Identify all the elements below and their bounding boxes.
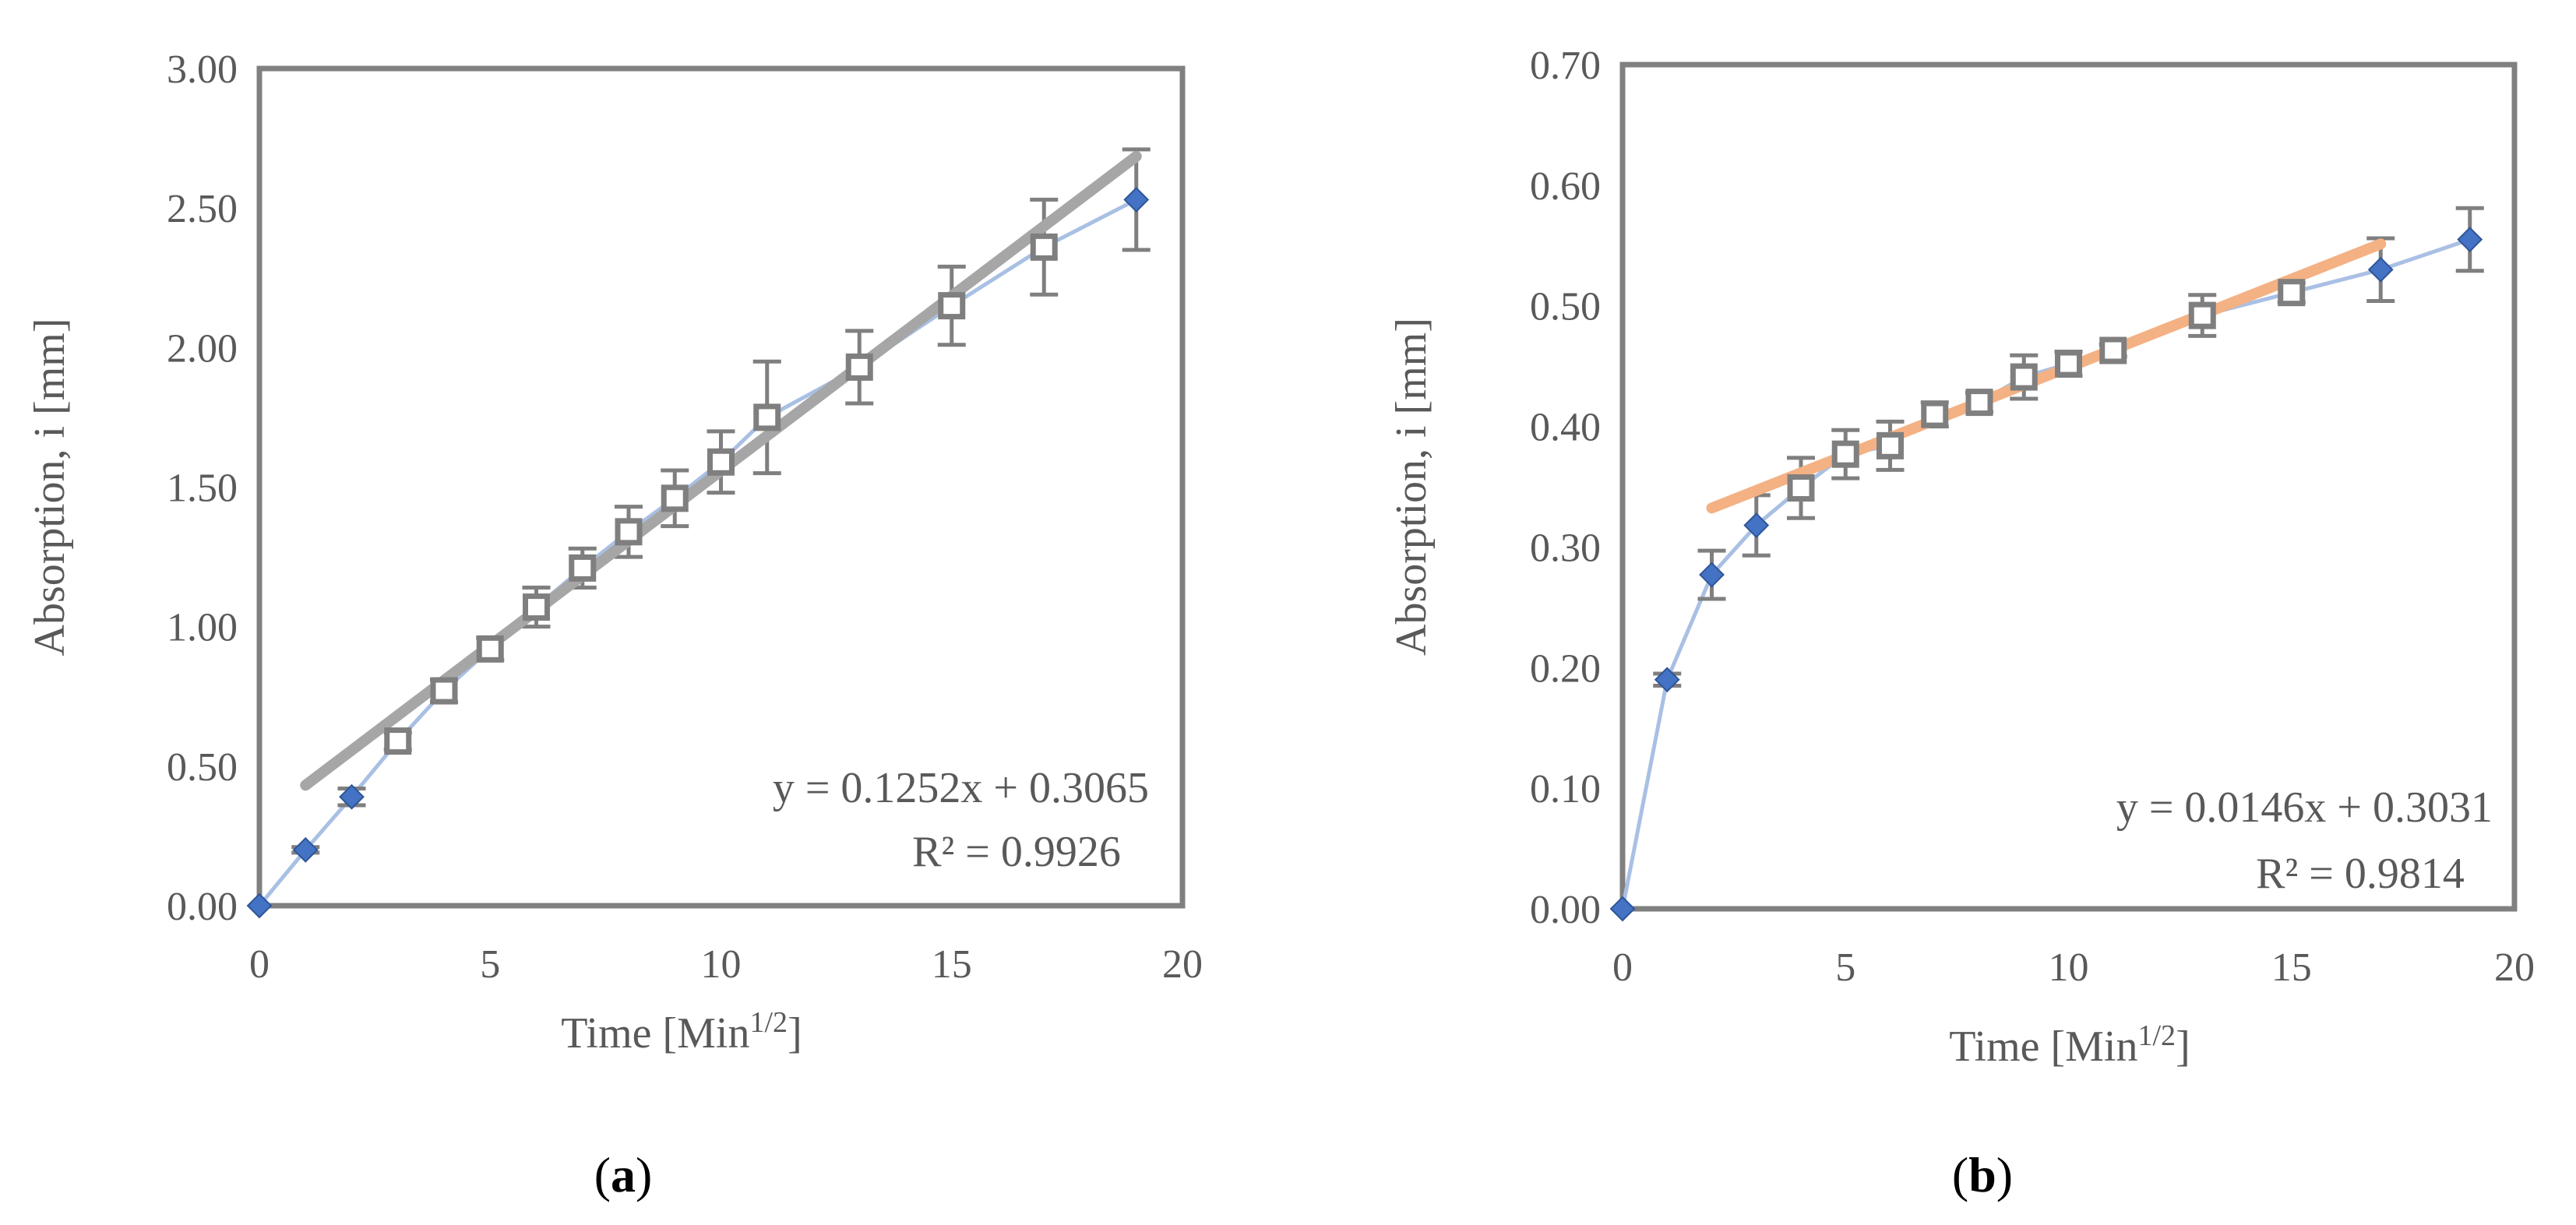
chart-b-trendline: [1706, 238, 2387, 514]
chart-a-data-point: [523, 593, 550, 621]
chart-b-y-tick-label: 0.40: [1530, 406, 1601, 450]
panel-label-a: (a): [594, 1147, 653, 1202]
chart-b-x-tick-label: 15: [2271, 945, 2312, 990]
chart-a-data-point: [938, 292, 966, 320]
chart-b-data-point: [2099, 336, 2127, 364]
chart-b-r-squared: R² = 0.9814: [2256, 850, 2465, 898]
chart-b-data-point: [1743, 512, 1770, 538]
chart-b-data-point: [2188, 301, 2216, 329]
chart-b-data-point: [1831, 440, 1859, 468]
chart-a-x-tick-label: 5: [480, 942, 500, 987]
chart-a-x-tick-label: 20: [1162, 942, 1203, 987]
chart-a-data-point: [1123, 187, 1150, 213]
chart-a-data-point: [615, 518, 643, 546]
chart-b-data-point: [2367, 256, 2394, 283]
chart-b-data-point: [2055, 350, 2082, 378]
chart-b-data-point: [1921, 400, 1949, 428]
chart-a-y-tick-label: 0.00: [167, 885, 238, 929]
chart-a-trend-equation: y = 0.1252x + 0.3065: [773, 764, 1149, 812]
chart-b-trend-equation: y = 0.0146x + 0.3031: [2116, 783, 2493, 832]
chart-b-y-tick-label: 0.60: [1530, 164, 1601, 209]
chart-a-data-point: [1030, 233, 1058, 261]
chart-a-data-point: [569, 554, 597, 582]
chart-b-data-point: [1787, 474, 1815, 502]
chart-a-data-point: [845, 353, 873, 381]
chart-a-x-axis-title: Time [Min1/2]: [561, 1006, 802, 1058]
chart-a-x-tick-label: 15: [932, 942, 972, 987]
chart-b-x-tick-label: 5: [1835, 945, 1855, 990]
chart-a-r-squared: R² = 0.9926: [912, 828, 1121, 876]
chart-b-y-tick-label: 0.20: [1530, 646, 1601, 691]
chart-a-y-axis-title: Absorption, i [mm]: [26, 319, 74, 657]
chart-a-y-tick-label: 0.50: [167, 745, 238, 790]
chart-b-data-point: [2457, 227, 2483, 252]
chart-a-data-point: [246, 892, 273, 919]
chart-b-x-tick-label: 20: [2494, 945, 2535, 990]
chart-b-y-tick-label: 0.00: [1530, 888, 1601, 932]
chart-b-data-point: [1965, 389, 1993, 417]
chart-a-data-point: [476, 635, 504, 663]
chart-b-x-tick-label: 0: [1612, 945, 1633, 990]
chart-a-data-point: [707, 448, 735, 476]
chart-b-y-tick-label: 0.50: [1530, 285, 1601, 329]
chart-b-data-point: [2010, 363, 2038, 391]
chart-a-x-tick-label: 0: [249, 942, 270, 987]
chart-a-x-tick-label: 10: [701, 942, 742, 987]
chart-a-y-tick-label: 3.00: [167, 48, 238, 92]
chart-b-plot-frame: [1619, 62, 2518, 912]
chart-b-y-tick-label: 0.70: [1530, 44, 1601, 88]
chart-b-data-point: [1699, 561, 1725, 588]
chart-a: 0.00 0.50 1.00 1.50 2.00 2.50 3.00 0 5 10 15 20 Abso…: [26, 48, 1203, 1058]
chart-a-y-tick-label: 1.00: [167, 606, 238, 650]
chart-a-data-point: [753, 403, 781, 431]
chart-b-y-tick-label: 0.30: [1530, 526, 1601, 570]
chart-b-data-point: [2278, 279, 2306, 307]
panel-label-b: (b): [1952, 1147, 2013, 1202]
chart-a-y-tick-label: 2.00: [167, 326, 238, 371]
chart-a-data-point: [339, 783, 365, 810]
chart-b-x-axis-title: Time [Min1/2]: [1949, 1019, 2190, 1071]
chart-b: 0.00 0.10 0.20 0.30 0.40 0.50 0.60 0.70 0 5 10 15 20…: [1387, 44, 2535, 1071]
chart-a-data-point: [430, 677, 458, 705]
chart-a-plot-frame: [256, 65, 1186, 909]
chart-a-y-tick-label: 2.50: [167, 187, 238, 231]
chart-a-data-point: [292, 836, 319, 863]
chart-a-data-point: [384, 727, 412, 755]
chart-b-data-point: [1609, 896, 1636, 922]
chart-a-y-tick-label: 1.50: [167, 466, 238, 511]
chart-b-data-point: [1654, 667, 1680, 693]
chart-b-y-axis-title: Absorption, i [mm]: [1387, 318, 1436, 656]
chart-b-x-tick-label: 10: [2049, 945, 2089, 990]
chart-b-data-point: [1876, 431, 1904, 459]
chart-b-y-tick-label: 0.10: [1530, 767, 1601, 811]
chart-a-data-point: [661, 484, 689, 512]
